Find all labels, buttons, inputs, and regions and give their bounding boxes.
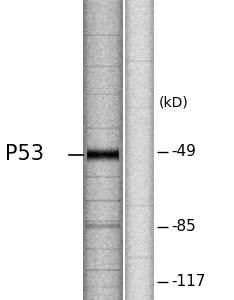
Text: -117: -117 xyxy=(171,274,205,290)
Text: P53: P53 xyxy=(5,145,44,164)
Text: -49: -49 xyxy=(171,144,196,159)
Text: -85: -85 xyxy=(171,219,196,234)
Text: (kD): (kD) xyxy=(159,95,189,109)
